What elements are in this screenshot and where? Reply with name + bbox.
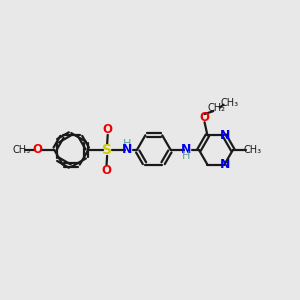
Text: O: O [103, 123, 113, 136]
Text: H: H [123, 139, 131, 148]
Text: N: N [220, 158, 231, 171]
Text: O: O [32, 143, 42, 157]
Text: CH₃: CH₃ [243, 145, 261, 155]
Text: CH₃: CH₃ [220, 98, 238, 108]
Text: CH₂: CH₂ [208, 103, 226, 112]
Text: N: N [181, 143, 192, 156]
Text: CH₃: CH₃ [12, 145, 30, 155]
Text: S: S [102, 143, 112, 157]
Text: N: N [122, 143, 132, 156]
Text: O: O [101, 164, 112, 177]
Text: O: O [200, 111, 209, 124]
Text: N: N [220, 129, 231, 142]
Text: H: H [182, 152, 190, 161]
